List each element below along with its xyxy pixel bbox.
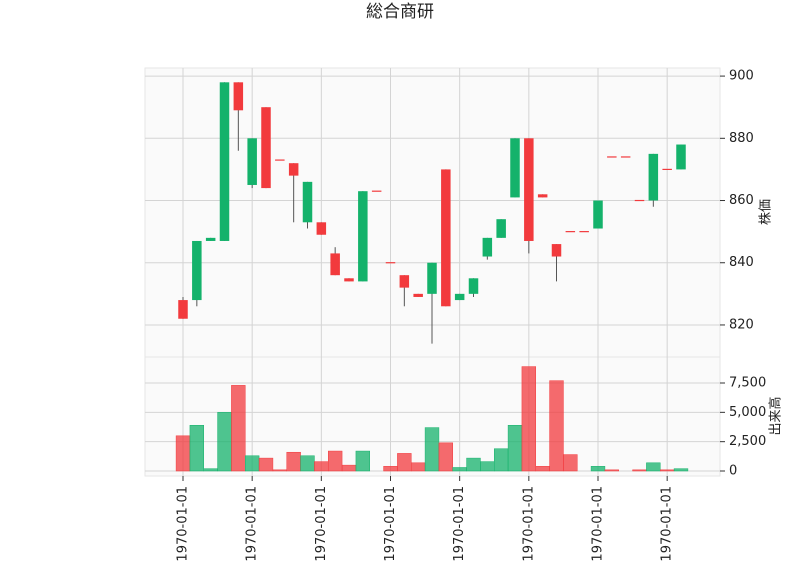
y-tick-label: 5,000 [729,405,766,420]
candle-body [219,82,230,241]
volume-bar [175,435,191,472]
volume-bar [660,469,675,472]
candle-body [427,262,437,294]
x-tick-label: 1970-01-01 [383,486,398,562]
candle-body [178,300,188,319]
x-tick-label: 1970-01-01 [314,486,329,562]
candle-body [330,253,340,276]
candle-body [441,169,451,307]
price-axis-label: 株価 [759,199,774,225]
volume-bar [189,424,205,472]
candle-body [233,82,244,111]
x-tick-label: 1970-01-01 [591,486,606,562]
candle-body [676,144,686,170]
candle-body [551,244,562,257]
candle-body [524,138,534,241]
volume-bar [217,412,232,472]
candle-body [205,237,216,241]
volume-bar [563,454,578,472]
volume-bar [507,424,523,472]
y-tick-label: 7,500 [729,376,766,391]
y-tick-label: 860 [729,193,754,208]
volume-bar [383,466,398,472]
candle-body [247,138,257,185]
volume-bar [590,466,606,472]
candle-body [261,107,271,189]
candle-body [302,181,313,223]
candle-body [648,153,659,201]
volume-bar [494,448,509,472]
volume-bar [632,469,647,472]
volume-bar [411,462,426,472]
candle-body [288,163,299,176]
candle-body [399,275,410,288]
candle-body [537,194,548,198]
volume-bar [203,468,218,472]
candle-body [496,219,506,238]
volume-bar [424,427,440,472]
x-tick-label: 1970-01-01 [176,486,191,562]
x-tick-label: 1970-01-01 [521,486,536,562]
volume-bar [604,469,620,472]
volume-bar [314,461,329,472]
volume-bar [341,464,357,472]
volume-bar [549,380,564,472]
candle-body [593,200,603,229]
y-tick-label: 900 [729,69,754,84]
volume-bar [480,461,495,472]
candle-body [192,240,202,301]
x-tick-label: 1970-01-01 [452,486,467,562]
candle-body [358,191,368,282]
volume-bar [300,455,315,472]
candle-body [316,222,327,235]
volume-bar [438,442,453,472]
volume-bar [258,457,274,472]
x-tick-label: 1970-01-01 [660,486,675,562]
volume-bar [397,453,412,472]
volume-bar [535,466,550,472]
volume-bar [521,366,537,472]
volume-bar [286,451,301,472]
chart-title: 総合商研 [366,2,434,22]
volume-bar [231,385,246,472]
volume-bar [452,467,467,472]
y-tick-label: 840 [729,255,754,270]
volume-axis-label: 出来高 [768,396,784,435]
y-tick-label: 820 [729,317,754,332]
volume-bar [355,450,370,472]
volume-bar [673,468,689,472]
y-tick-label: 0 [729,464,737,479]
candle-body [482,237,493,257]
candle-body [510,138,520,198]
volume-bar [466,457,481,472]
volume-bar [328,450,343,472]
x-tick-label: 1970-01-01 [245,486,260,562]
candle-body [468,278,479,294]
volume-bar [245,455,260,472]
y-tick-label: 880 [729,131,754,146]
volume-bar [646,462,661,472]
candle-body [413,293,423,297]
candle-body [344,278,354,282]
volume-bar [272,469,287,472]
candle-body [454,293,465,301]
y-tick-label: 2,500 [729,434,766,449]
